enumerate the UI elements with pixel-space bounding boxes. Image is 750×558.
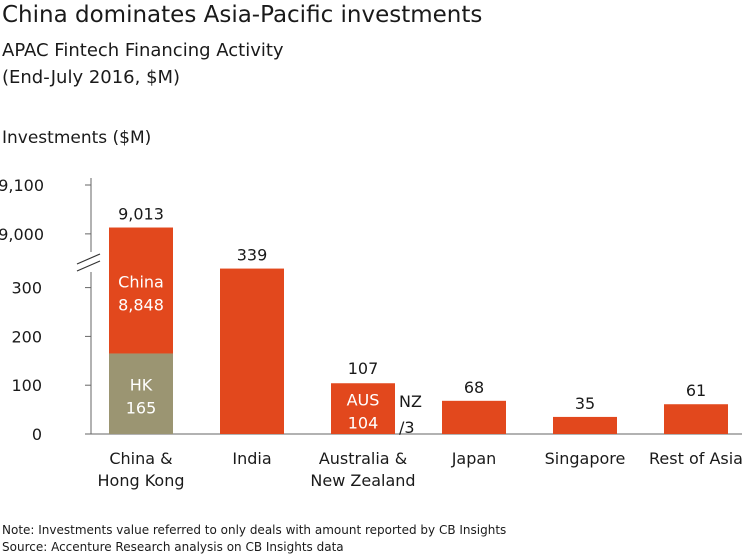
chart-source: Source: Accenture Research analysis on C…: [2, 540, 344, 554]
y-tick-label: 9,100: [0, 176, 44, 195]
bar-total-label: 9,013: [118, 205, 164, 224]
x-category-label: Japan: [451, 449, 497, 468]
segment-value: 165: [126, 399, 157, 418]
axis-break-mark: [76, 253, 101, 265]
x-category-label: New Zealand: [310, 471, 415, 490]
bar-segment-hk: [109, 353, 173, 434]
axis-break-mark: [76, 260, 101, 272]
segment-label: AUS: [347, 391, 380, 410]
bar-segment-aus: [331, 383, 395, 434]
bar-segment: [220, 268, 284, 434]
bar-segment: [553, 416, 617, 434]
x-category-label: India: [232, 449, 271, 468]
y-tick-label: 300: [11, 279, 42, 298]
x-category-label: Australia &: [319, 449, 407, 468]
bar-segment-china: [109, 227, 173, 354]
bar-segment: [442, 400, 506, 434]
y-tick-label: 200: [11, 327, 42, 346]
chart-subtitle-period: (End-July 2016, $M): [2, 67, 181, 88]
segment-label: HK: [130, 376, 153, 395]
y-tick-label: 100: [11, 376, 42, 395]
x-category-label: Rest of Asia: [649, 449, 743, 468]
y-tick-label: 0: [32, 425, 42, 444]
bar-total-label: 61: [686, 381, 706, 400]
bar-total-label: 339: [237, 246, 268, 265]
y-axis-title: Investments ($M): [2, 128, 152, 148]
y-tick-label: 9,000: [0, 225, 44, 244]
outside-segment-value: /3: [399, 418, 415, 437]
chart-subtitle: APAC Fintech Financing Activity: [2, 40, 284, 61]
segment-value: 8,848: [118, 295, 164, 314]
chart-note: Note: Investments value referred to only…: [2, 523, 507, 537]
bar-total-label: 35: [575, 394, 595, 413]
segment-value: 104: [348, 414, 379, 433]
x-category-label: China &: [109, 449, 172, 468]
segment-label: China: [118, 272, 164, 291]
chart-title: China dominates Asia-Pacific investments: [2, 2, 483, 28]
bar-segment: [664, 404, 728, 434]
x-category-label: Hong Kong: [98, 471, 185, 490]
bar-total-label: 68: [464, 378, 484, 397]
bar-total-label: 107: [348, 359, 379, 378]
outside-segment-label: NZ: [399, 392, 422, 411]
x-category-label: Singapore: [545, 449, 626, 468]
